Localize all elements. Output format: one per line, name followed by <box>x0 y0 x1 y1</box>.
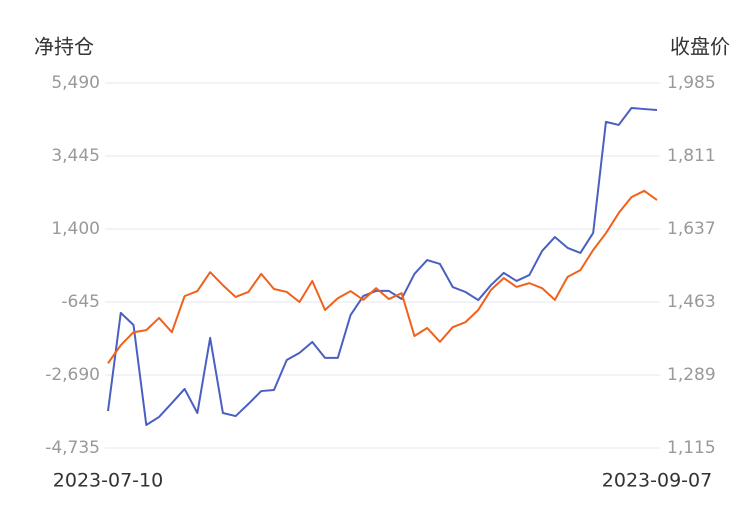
y-tick-label: 5,490 <box>51 73 100 93</box>
y2-tick-label: 1,811 <box>667 146 716 166</box>
y-tick-label: -4,735 <box>45 438 100 458</box>
x-tick-label: 2023-09-07 <box>602 470 712 492</box>
y-tick-label: -2,690 <box>45 365 100 385</box>
y2-tick-label: 1,985 <box>667 73 716 93</box>
y-tick-label: -645 <box>61 292 100 312</box>
series-line <box>107 106 658 426</box>
x-tick-label: 2023-07-10 <box>53 470 163 492</box>
y-tick-label: 3,445 <box>51 146 100 166</box>
y2-tick-label: 1,289 <box>667 365 716 385</box>
series-line <box>107 189 658 364</box>
y2-axis-title: 收盘价 <box>670 35 730 59</box>
y2-tick-label: 1,463 <box>667 292 716 312</box>
y2-tick-label: 1,637 <box>667 219 716 239</box>
y2-tick-label: 1,115 <box>667 438 716 458</box>
y-axis-title: 净持仓 <box>34 35 94 59</box>
y-tick-label: 1,400 <box>51 219 100 239</box>
